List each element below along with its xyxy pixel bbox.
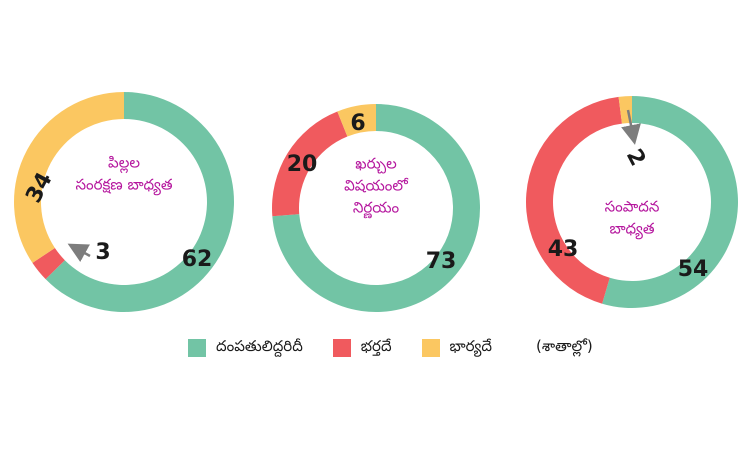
slice-couple <box>602 96 738 308</box>
value-label-wife: 6 <box>350 111 365 136</box>
chart-title-line: విషయంలో <box>344 177 409 195</box>
legend-label-husband: భర్తదే <box>360 337 392 355</box>
value-label-husband: 43 <box>548 237 579 262</box>
value-label-husband: 20 <box>287 152 318 177</box>
legend-item-wife: భార్యదే <box>421 337 492 359</box>
slice-couple <box>45 92 235 312</box>
chart-title-line: ఖర్చుల <box>355 155 397 175</box>
leader-arrow <box>67 243 91 263</box>
chart-title-line: సంరక్షణ బాధ్యత <box>75 176 172 196</box>
value-label-couple: 62 <box>182 247 213 272</box>
donut-chart-3: 54 43 2 సంపాదన బాధ్యత <box>525 96 738 308</box>
leader-arrow <box>621 109 641 145</box>
slice-husband <box>32 247 65 280</box>
value-label-couple: 54 <box>678 257 709 282</box>
legend-swatch-husband <box>332 339 351 357</box>
value-label-husband: 3 <box>95 240 110 265</box>
slice-wife <box>337 104 376 137</box>
value-label-couple: 73 <box>426 249 457 274</box>
legend-item-couple: దంపతులిద్దరిదీ <box>188 337 303 359</box>
chart-title-line: నిర్ణయం <box>353 199 400 219</box>
value-label-wife: 2 <box>621 145 650 170</box>
legend-item-husband: భర్తదే <box>332 337 392 359</box>
chart-title-line: బాధ్యత <box>609 220 654 240</box>
legend-swatch-wife <box>421 339 440 357</box>
donut-chart-2: 73 20 6 ఖర్చుల విషయంలో నిర్ణయం <box>272 104 481 312</box>
chart-title-line: పిల్లల <box>108 154 140 174</box>
legend: దంపతులిద్దరిదీ భర్తదే భార్యదే (శాతాల్లో) <box>188 334 593 362</box>
slice-wife <box>14 92 124 263</box>
chart-title-line: సంపాదన <box>605 198 660 216</box>
unit-note: (శాతాల్లో) <box>535 337 593 355</box>
slice-husband <box>272 111 348 217</box>
slice-husband <box>525 96 622 304</box>
legend-label-wife: భార్యదే <box>449 337 492 355</box>
legend-swatch-couple <box>188 339 206 357</box>
legend-label-couple: దంపతులిద్దరిదీ <box>216 337 303 355</box>
